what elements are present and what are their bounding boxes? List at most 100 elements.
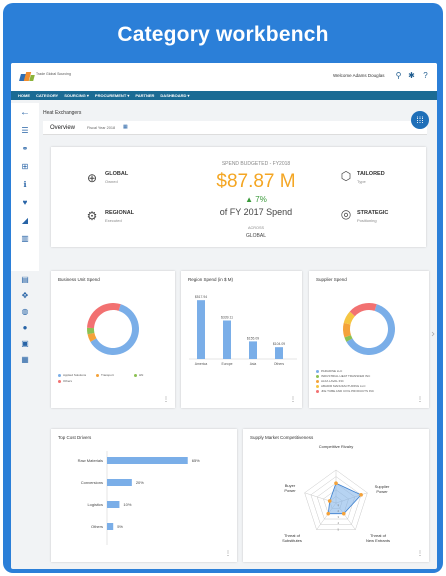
- logo-text: Trade Global Sourcing: [36, 72, 71, 76]
- legend-item[interactable]: ABADIR MANUFACTURING LLC: [316, 384, 366, 388]
- gear-icon: ⚙: [86, 209, 98, 223]
- radar-point: [326, 511, 331, 516]
- card-title: Top Cost Drivers: [58, 435, 92, 440]
- list-icon[interactable]: ▤: [21, 275, 29, 284]
- radar-point: [359, 493, 363, 497]
- region-bar: [223, 320, 231, 359]
- card-title: Region Spend (in $ M): [188, 277, 234, 282]
- legend-item[interactable]: Transport: [96, 373, 114, 377]
- legend-item[interactable]: ALFA LAVAL INC: [316, 379, 344, 383]
- globe-search-icon: ⊕: [86, 171, 98, 185]
- regional-sub: Executed: [105, 218, 122, 223]
- strategic-label: STRATEGIC: [357, 210, 389, 216]
- spend-budgeted-label: SPEND BUDGETED - FY2018: [221, 161, 291, 167]
- cost-drivers-chart[interactable]: Raw Materials 65% Conversions 20% Logistics 1…: [51, 445, 237, 555]
- binoculars-icon[interactable]: ⚭: [21, 144, 29, 153]
- monitor-icon[interactable]: ▣: [21, 339, 29, 348]
- legend-swatch: [58, 373, 61, 377]
- move-icon[interactable]: ✥: [21, 291, 29, 300]
- apps-grid-button[interactable]: ⁞⁞⁞: [411, 111, 429, 129]
- bar-value-label: $155.09: [247, 336, 259, 340]
- regional-label: REGIONAL: [105, 210, 135, 216]
- cost-drivers-card: Top Cost Drivers Raw Materials 65% Convers…: [51, 429, 237, 562]
- banner: Category workbench: [3, 3, 443, 67]
- help-icon[interactable]: ?: [423, 71, 428, 80]
- x-tick-label: America: [195, 362, 208, 366]
- bar-chart-icon[interactable]: ▥: [21, 234, 29, 243]
- section-divider-icon: [431, 325, 437, 337]
- radar-axis-label-line: Power: [284, 488, 296, 493]
- bar-value-label: $104.09: [273, 342, 285, 346]
- nav-partner[interactable]: PARTNER: [135, 93, 155, 98]
- info-icon[interactable]: ℹ: [23, 180, 27, 189]
- user-icon[interactable]: ●: [22, 323, 28, 332]
- across-value: GLOBAL: [245, 233, 266, 239]
- supply-market-card: Supply Market Competitiveness 1 2 3 4 5 Compe…: [243, 429, 429, 562]
- grid-icon: ⁞⁞⁞: [416, 115, 424, 125]
- card-title: Supplier Spend: [316, 277, 347, 282]
- x-tick-label: Europe: [222, 362, 233, 366]
- legend-item[interactable]: HN: [134, 373, 143, 377]
- nav-home[interactable]: HOME: [18, 93, 30, 98]
- document-icon[interactable]: ▦: [21, 355, 29, 364]
- back-arrow-icon[interactable]: ←: [20, 107, 30, 118]
- business-unit-donut[interactable]: [51, 289, 175, 369]
- donut-slice: [87, 332, 97, 342]
- legend-item[interactable]: Applied Solutions: [58, 373, 86, 377]
- nav-sourcing[interactable]: SOURCING ▾: [64, 93, 89, 98]
- legend-label: ALFA LAVAL INC: [321, 379, 344, 383]
- nav-category[interactable]: CATEGORY: [36, 93, 59, 98]
- global-sub: Owned: [105, 179, 118, 184]
- legend-swatch: [316, 384, 319, 388]
- donut-slice: [349, 303, 377, 317]
- menu-icon[interactable]: ☰: [21, 126, 29, 135]
- legend-item[interactable]: JFE TUBE AND CIVIL PRODUCTS INC: [316, 389, 374, 393]
- globe-icon[interactable]: ◍: [21, 307, 29, 316]
- donut-slice: [346, 304, 395, 355]
- legend-swatch: [96, 373, 99, 377]
- card-title: Business Unit Spend: [58, 277, 100, 282]
- supplier-donut[interactable]: [309, 289, 429, 369]
- more-options-icon[interactable]: ⋮: [163, 397, 169, 403]
- legend-swatch: [316, 369, 319, 373]
- x-tick-label: Others: [274, 362, 284, 366]
- more-options-icon[interactable]: ⋮: [290, 397, 296, 403]
- target-icon: ◎: [340, 207, 352, 221]
- y-tick-label: Others: [91, 524, 103, 529]
- radar-tick-label: 4: [338, 521, 340, 525]
- side-rail-secondary: ▤ ✥ ◍ ● ▣ ▦: [11, 271, 39, 369]
- y-tick-label: Raw Materials: [78, 458, 103, 463]
- settings-icon[interactable]: ✱: [408, 71, 415, 80]
- region-bar-chart[interactable]: $517.94 America $339.11 Europe $155.09 Asia $1…: [181, 289, 302, 389]
- heart-icon[interactable]: ♥: [22, 198, 28, 207]
- nav-procurement[interactable]: PROCUREMENT ▾: [94, 93, 130, 98]
- more-options-icon[interactable]: ⋮: [225, 551, 231, 557]
- region-bar: [197, 300, 205, 359]
- region-bar: [275, 347, 283, 359]
- calendar-icon[interactable]: ▦: [123, 124, 128, 130]
- more-options-icon[interactable]: ⋮: [417, 397, 423, 403]
- radar-area: [327, 482, 362, 515]
- legend-item[interactable]: INDUSTRIAL HEAT TRANSFER INC: [316, 374, 370, 378]
- search-icon[interactable]: ⚲: [395, 71, 402, 80]
- signal-icon[interactable]: ◢: [21, 216, 29, 225]
- app-screen: Trade Global Sourcing Welcome Adams Doug…: [11, 63, 437, 569]
- org-chart-icon[interactable]: ⊞: [21, 162, 29, 171]
- global-label: GLOBAL: [105, 171, 129, 177]
- donut-slice: [343, 311, 355, 325]
- more-options-icon[interactable]: ⋮: [417, 551, 423, 557]
- radar-axis-label-line: Supplier: [375, 484, 390, 489]
- legend-swatch: [134, 373, 137, 377]
- nav-dashboard[interactable]: DASHBOARD ▾: [160, 93, 190, 98]
- cost-bar: [107, 523, 114, 530]
- legend-item[interactable]: PARADISE LLC: [316, 369, 342, 373]
- legend-label: INDUSTRIAL HEAT TRANSFER INC: [321, 374, 371, 378]
- donut-slice: [87, 327, 95, 335]
- radar-axis-label-line: New Entrants: [366, 538, 390, 543]
- legend-item[interactable]: Others: [58, 379, 72, 383]
- legend-swatch: [316, 389, 319, 393]
- company-logo[interactable]: Trade Global Sourcing: [19, 72, 71, 84]
- breadcrumb[interactable]: Heat Exchangers: [43, 110, 82, 116]
- donut-slice: [344, 335, 353, 342]
